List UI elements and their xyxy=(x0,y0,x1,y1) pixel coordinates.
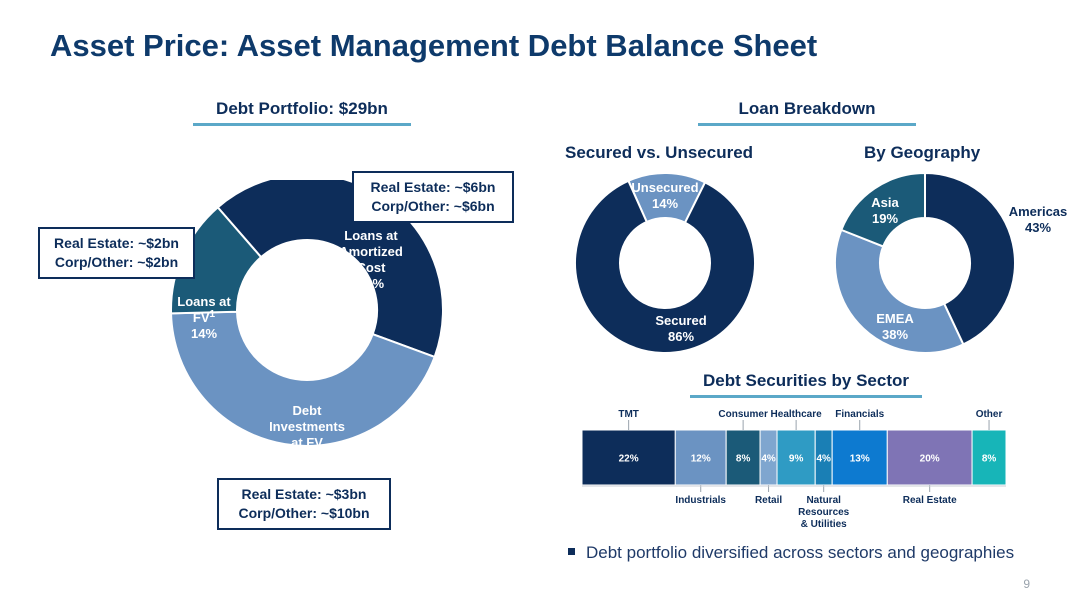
fv-callout-line-2: Corp/Other: ~$2bn xyxy=(54,254,179,270)
slice-label-unsecured: Unsecured xyxy=(631,180,698,195)
investments-callout-line-2: Corp/Other: ~$10bn xyxy=(238,505,370,521)
sector-label-tmt: TMT xyxy=(618,409,639,420)
sector-label-industrials: Industrials xyxy=(675,495,726,506)
slice-label-secured: Secured xyxy=(655,313,706,328)
slice-value-secured: 86% xyxy=(668,329,694,344)
sector-label-other: Other xyxy=(976,409,1003,420)
loans-fv-callout: Real Estate: ~$2bn Corp/Other: ~$2bn xyxy=(38,227,195,279)
secured-unsecured-title: Secured vs. Unsecured xyxy=(565,143,754,162)
fv-callout-line-1: Real Estate: ~$2bn xyxy=(54,235,179,251)
slice-label-debt-investments-at-fv: at FV xyxy=(291,435,323,450)
donut-slice-americas xyxy=(924,171,1016,346)
sector-stacked-bar-chart: 22% TMT 12% Industrials 8% Consumer 4% Retail 9%… xyxy=(581,409,1007,530)
debt-portfolio-donut-chart: Loans atAmortizedCost42%DebtInvestmentsa… xyxy=(170,180,444,466)
slice-value-unsecured: 14% xyxy=(652,196,678,211)
slice-label-loans-at-amortized-cost: Cost xyxy=(357,260,387,275)
bar-segment-industrials xyxy=(674,429,727,486)
donut-slice-emea xyxy=(834,228,965,354)
debt-portfolio-underline xyxy=(193,123,411,126)
slice-value-loans-at-amortized-cost: 42% xyxy=(358,276,384,291)
slice-label-loans-at-amortized-cost: Amortized xyxy=(339,244,403,259)
slice-label-americas: Americas xyxy=(1009,204,1068,219)
bar-segment-other xyxy=(971,429,1007,486)
bullet-square-icon xyxy=(568,548,575,556)
slice-value-loans-at-fv: 14% xyxy=(191,326,217,341)
segment-value-other: 8% xyxy=(982,454,997,465)
sector-label-natural-resources-utilities: Resources xyxy=(798,507,850,518)
donut-slice-loans-at-amortized-cost xyxy=(216,180,444,359)
debt-investments-callout: Real Estate: ~$3bn Corp/Other: ~$10bn xyxy=(217,478,391,530)
segment-value-tmt: 22% xyxy=(619,454,639,465)
slice-value-americas: 43% xyxy=(1025,220,1051,235)
amortized-callout-line-1: Real Estate: ~$6bn xyxy=(370,179,496,195)
donut-slice-secured xyxy=(574,179,756,354)
slice-label-debt-investments-at-fv: Investments xyxy=(269,419,345,434)
segment-value-financials: 13% xyxy=(850,454,870,465)
by-geography-title: By Geography xyxy=(864,143,981,162)
slice-label-debt-investments-at-fv: Debt xyxy=(293,403,323,418)
slice-value-asia: 19% xyxy=(872,211,898,226)
page-title: Asset Price: Asset Management Debt Balan… xyxy=(50,28,818,63)
bar-segment-tmt xyxy=(581,429,676,486)
loan-breakdown-underline xyxy=(698,123,916,126)
sector-label-natural-resources-utilities: Natural xyxy=(806,495,841,506)
sector-label-healthcare: Healthcare xyxy=(771,409,823,420)
slice-label-loans-at-amortized-cost: Loans at xyxy=(344,228,398,243)
amortized-callout-line-2: Corp/Other: ~$6bn xyxy=(371,198,495,214)
slice-value-debt-investments-at-fv: 44% xyxy=(294,451,320,466)
slice-label-asia: Asia xyxy=(871,195,899,210)
sector-label-financials: Financials xyxy=(835,409,884,420)
bullet-text: Debt portfolio diversified across sector… xyxy=(586,543,1015,562)
summary-bullet: Debt portfolio diversified across sector… xyxy=(568,543,1014,563)
sector-label-natural-resources-utilities: & Utilities xyxy=(801,519,848,530)
segment-value-natural-resources-utilities: 4% xyxy=(816,454,831,465)
donut-slice-loans-at-fv xyxy=(170,205,263,315)
debt-securities-underline xyxy=(690,395,922,398)
donut-slice-debt-investments-at-fv xyxy=(170,310,436,447)
sector-label-real-estate: Real Estate xyxy=(903,495,957,506)
slice-label-loans-at-fv: Loans at xyxy=(177,294,231,309)
sector-label-retail: Retail xyxy=(755,495,782,506)
segment-value-real-estate: 20% xyxy=(920,454,940,465)
loan-breakdown-heading: Loan Breakdown xyxy=(738,99,876,118)
segment-value-healthcare: 9% xyxy=(789,454,804,465)
donut-slice-asia xyxy=(840,171,926,248)
page-number: 9 xyxy=(1023,577,1030,591)
investments-callout-line-1: Real Estate: ~$3bn xyxy=(241,486,367,502)
segment-value-consumer: 8% xyxy=(736,454,751,465)
amortized-cost-callout: Real Estate: ~$6bn Corp/Other: ~$6bn xyxy=(352,171,514,223)
bar-segment-real-estate xyxy=(886,429,973,486)
footnote-marker: 1 xyxy=(210,309,216,320)
segment-value-retail: 4% xyxy=(761,454,776,465)
debt-portfolio-heading: Debt Portfolio: $29bn xyxy=(216,99,388,118)
segment-value-industrials: 12% xyxy=(691,454,711,465)
debt-securities-heading: Debt Securities by Sector xyxy=(703,371,909,390)
sector-label-consumer: Consumer xyxy=(718,409,768,420)
slice-label-emea: EMEA xyxy=(876,311,914,326)
slice-value-emea: 38% xyxy=(882,327,908,342)
bar-segment-consumer xyxy=(725,429,761,486)
